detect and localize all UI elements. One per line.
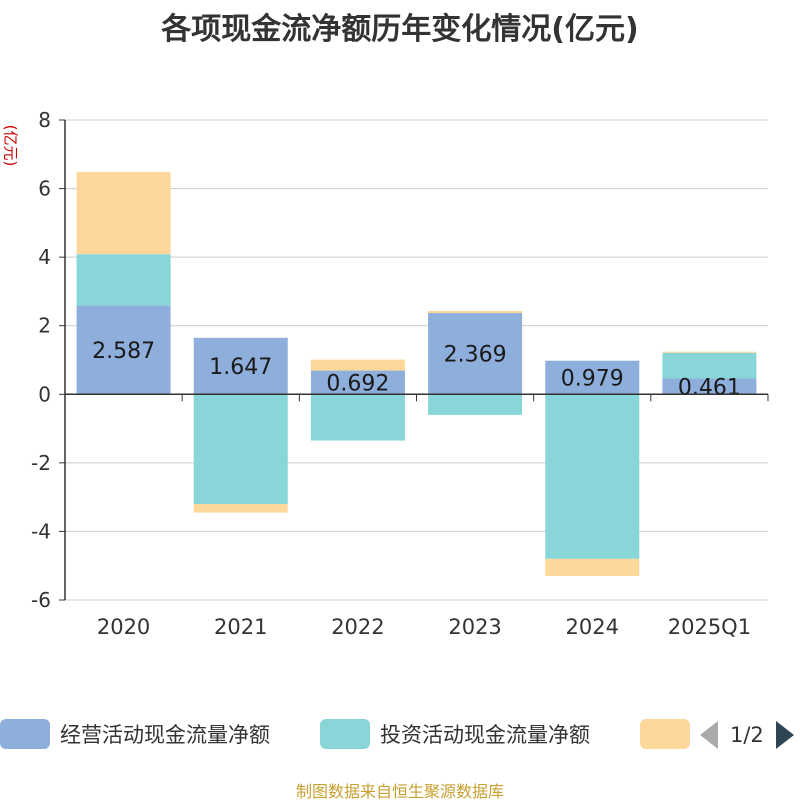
bar-operating: [545, 360, 640, 395]
data-label: 2.369: [444, 343, 507, 368]
y-tick-label: -4: [31, 519, 51, 543]
bar-operating: [662, 378, 757, 395]
legend-label-operating: 经营活动现金流量净额: [60, 723, 270, 747]
y-tick-label: 2: [38, 314, 51, 338]
legend-page-indicator: 1/2: [730, 723, 764, 747]
legend-swatch-financing: [640, 719, 690, 749]
bar-investing: [662, 352, 757, 379]
x-tick-label: 2021: [214, 615, 267, 639]
y-tick-label: 6: [38, 177, 51, 201]
x-tick-label: 2025Q1: [668, 615, 751, 639]
bar-operating: [76, 305, 171, 395]
y-tick-label: -6: [31, 588, 51, 612]
chart-title: 各项现金流净额历年变化情况(亿元): [161, 12, 639, 47]
bar-financing: [428, 311, 523, 314]
legend-next-arrow-icon[interactable]: [775, 721, 794, 749]
data-label: 0.461: [678, 375, 741, 400]
x-tick-label: 2024: [566, 615, 619, 639]
data-label: 2.587: [92, 339, 155, 364]
y-tick-label: -2: [31, 451, 51, 475]
y-tick-label: 0: [38, 382, 51, 406]
legend-item-investing[interactable]: 投资活动现金流量净额: [320, 716, 590, 752]
x-tick-label: 2023: [448, 615, 501, 639]
bar-operating: [193, 337, 288, 395]
bar-investing: [76, 254, 171, 306]
legend-label-investing: 投资活动现金流量净额: [380, 723, 590, 747]
legend-swatch-operating: [0, 719, 50, 749]
bar-financing: [193, 504, 288, 513]
bar-operating: [310, 370, 405, 395]
legend-item-operating[interactable]: 经营活动现金流量净额: [0, 716, 270, 752]
chart-canvas: 8 6 4 2 0 -2 -4 -6 2.587 1.647 0.692 2.369 0.979 0.46…: [31, 108, 769, 639]
bar-financing: [662, 351, 757, 353]
legend-item-financing[interactable]: [640, 716, 700, 752]
y-tick-label: 8: [38, 108, 51, 132]
legend-pager: 1/2: [700, 719, 794, 751]
bar-operating: [428, 313, 523, 395]
bar-financing: [76, 171, 171, 255]
data-label: 1.647: [209, 355, 272, 380]
bar-investing: [310, 394, 405, 441]
data-label: 0.692: [326, 371, 389, 396]
legend: 经营活动现金流量净额 投资活动现金流量净额 1/2: [0, 716, 800, 756]
bar-investing: [428, 394, 523, 415]
source-note: 制图数据来自恒生聚源数据库: [295, 782, 504, 801]
bar-financing: [545, 558, 640, 576]
legend-swatch-investing: [320, 719, 370, 749]
data-label: 0.979: [561, 367, 624, 392]
legend-prev-arrow-icon[interactable]: [700, 721, 718, 749]
x-tick-label: 2022: [331, 615, 384, 639]
y-tick-label: 4: [38, 245, 51, 269]
bar-investing: [545, 394, 640, 559]
x-tick-label: 2020: [97, 615, 150, 639]
bar-financing: [310, 359, 405, 371]
bar-investing: [193, 394, 288, 504]
